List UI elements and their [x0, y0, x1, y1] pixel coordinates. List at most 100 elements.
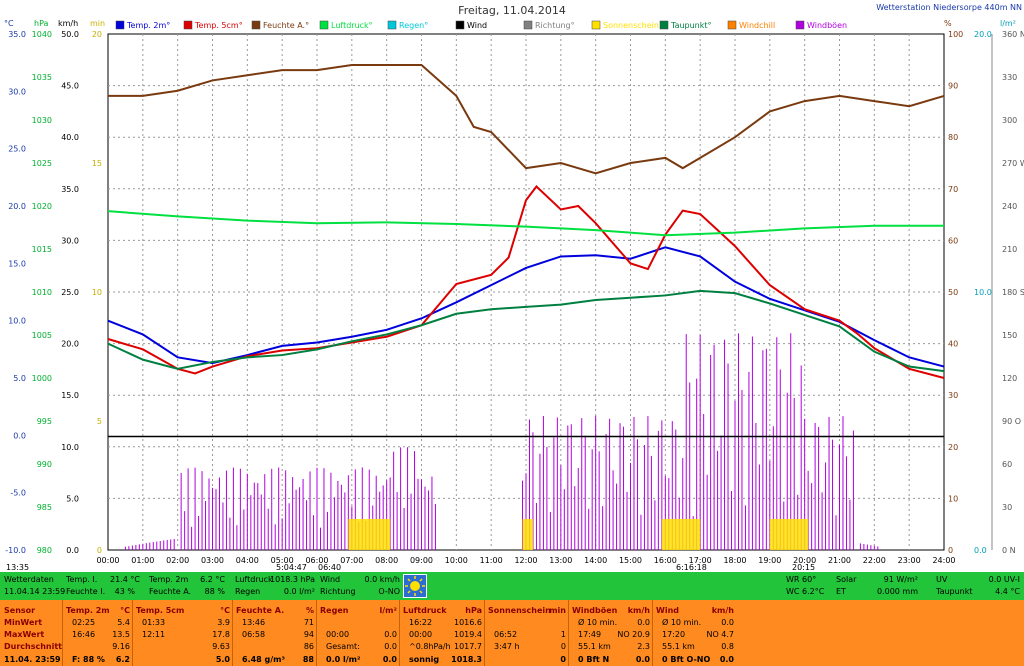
table-cell-value: 3.9: [217, 618, 230, 627]
richtung-label: Richtung: [320, 587, 356, 596]
tick-direction: 270 W: [1002, 159, 1024, 168]
table-separator: [399, 600, 400, 666]
solar-value: 91 W/m²: [883, 575, 918, 584]
mark-label: 5:04:47: [276, 563, 307, 572]
tick-pressure_hpa: 1010: [32, 288, 52, 297]
tick-pressure_hpa: 980: [37, 546, 52, 555]
tick-humidity_pct: 40: [948, 340, 958, 349]
tick-pressure_hpa: 1030: [32, 116, 52, 125]
uv-label: UV: [936, 575, 948, 584]
tick-sun_min: 5: [97, 417, 102, 426]
table-cell-value: 0.0: [384, 642, 397, 651]
legend-swatch: [591, 20, 601, 30]
wind-label: Wind: [320, 575, 341, 584]
table-unit-windboeen: km/h: [627, 606, 650, 615]
table-cell-value: 17.8: [212, 630, 230, 639]
table-cell-value: 0.0: [382, 655, 397, 664]
tick-humidity_pct: 0: [948, 546, 953, 555]
temp-i-value: 21.4 °C: [110, 575, 140, 584]
x-tick-label: 07:00: [340, 556, 363, 565]
x-tick-label: 05:00: [271, 556, 294, 565]
table-cell-value: 1: [560, 630, 566, 639]
x-tick-label: 10:00: [445, 556, 468, 565]
x-tick-label: 22:00: [863, 556, 886, 565]
tick-direction: 360 N: [1002, 30, 1024, 39]
legend-label: Temp. 2m°: [126, 21, 170, 30]
table-cell-value: 0.8: [721, 642, 734, 651]
wr-value: WR 60°: [786, 575, 817, 584]
table-cell-label: 12:11: [142, 630, 166, 639]
status-date: 11.04.14 23:59: [4, 587, 66, 596]
tick-wind_kmh: 40.0: [61, 133, 79, 142]
tick-sun_min: 15: [92, 159, 102, 168]
tick-pressure_hpa: 990: [37, 460, 52, 469]
tick-pressure_hpa: 1015: [32, 245, 52, 254]
feuchte-i-value: 43 %: [114, 587, 135, 596]
table-cell-label: 16:22: [409, 618, 433, 627]
x-tick-label: 03:00: [201, 556, 224, 565]
chart-title: Freitag, 11.04.2014: [458, 4, 566, 17]
x-tick-label: 12:00: [514, 556, 537, 565]
temp2m-label: Temp. 2m: [149, 575, 189, 584]
table-separator: [484, 600, 485, 666]
legend-swatch: [795, 20, 805, 30]
table-cell-label: 00:00: [326, 630, 350, 639]
table-cell-value: 86: [303, 642, 314, 651]
tick-sun_min: 20: [92, 30, 102, 39]
table-unit-sonne: min: [549, 606, 566, 615]
tick-humidity_pct: 50: [948, 288, 958, 297]
x-tick-label: 17:00: [689, 556, 712, 565]
table-unit-regen: l/m²: [379, 606, 397, 615]
table-cell-value: 9.16: [112, 642, 130, 651]
table-unit-temp2m: °C: [120, 606, 130, 615]
chart-legend: Temp. 2m° Temp. 5cm° Feuchte A.° Luftdruck°…: [115, 20, 847, 30]
tick-wind_kmh: 45.0: [61, 82, 79, 91]
bar-layer: [124, 333, 879, 550]
tick-temp_c: -10.0: [5, 546, 26, 555]
tick-pressure_hpa: 1035: [32, 73, 52, 82]
table-cell-value: 88: [302, 655, 314, 664]
regen-label: Regen: [235, 587, 261, 596]
tick-humidity_pct: 30: [948, 391, 958, 400]
table-unit-feuchte: %: [305, 606, 314, 615]
table-cell-label: 0 Bft O-NO: [662, 655, 711, 664]
table-cell-label: 16:46: [72, 630, 96, 639]
table-separator: [62, 600, 63, 666]
tick-humidity_pct: 10: [948, 494, 958, 503]
tick-humidity_pct: 60: [948, 236, 958, 245]
feuchte-i-label: Feuchte I.: [66, 587, 106, 596]
table-cell-label: 17:20: [662, 630, 686, 639]
table-separator: [132, 600, 133, 666]
tick-wind_kmh: 0.0: [66, 546, 79, 555]
table-head-feuchte: Feuchte A.: [236, 606, 285, 615]
tick-humidity_pct: 70: [948, 185, 958, 194]
row-label-min: MinWert: [4, 618, 43, 627]
series-pressure: [107, 210, 944, 237]
x-tick-label: 18:00: [723, 556, 746, 565]
table-cell-value: 1018.3: [451, 655, 482, 664]
table-unit-temp5cm: °C: [220, 606, 230, 615]
table-cell-label: 06:58: [242, 630, 266, 639]
sunrise-label: 6:16:18: [676, 563, 707, 572]
taupunkt-label: Taupunkt: [936, 587, 973, 596]
annotations: 13:35 6:16:18 20:15 5:04:47 06:40: [6, 563, 815, 572]
temp2m-value: 6.2 °C: [200, 575, 225, 584]
tick-temp_c: 25.0: [8, 145, 26, 154]
x-tick-label: 08:00: [375, 556, 398, 565]
series-dewpoint: [107, 289, 945, 373]
status-bar: Wetterdaten 11.04.14 23:59 Temp. I. 21.4…: [0, 572, 1024, 600]
table-cell-label: 0 Bft N: [578, 655, 610, 664]
table-cell-label: 00:00: [409, 630, 433, 639]
table-cell-label: sonnig: [409, 655, 440, 664]
table-head-temp2m: Temp. 2m: [66, 606, 110, 615]
table-cell-value: 0.0: [721, 618, 734, 627]
table-cell-value: 1017.7: [454, 642, 482, 651]
legend-label: Wind: [467, 21, 487, 30]
x-tick-label: 19:00: [758, 556, 781, 565]
table-cell-value: NO 4.7: [706, 630, 734, 639]
solar-label: Solar: [836, 575, 857, 584]
tick-pressure_hpa: 1040: [32, 30, 52, 39]
table-cell-value: 0.0: [719, 655, 734, 664]
tick-direction: 0 N: [1002, 546, 1016, 555]
tick-pressure_hpa: 1025: [32, 159, 52, 168]
